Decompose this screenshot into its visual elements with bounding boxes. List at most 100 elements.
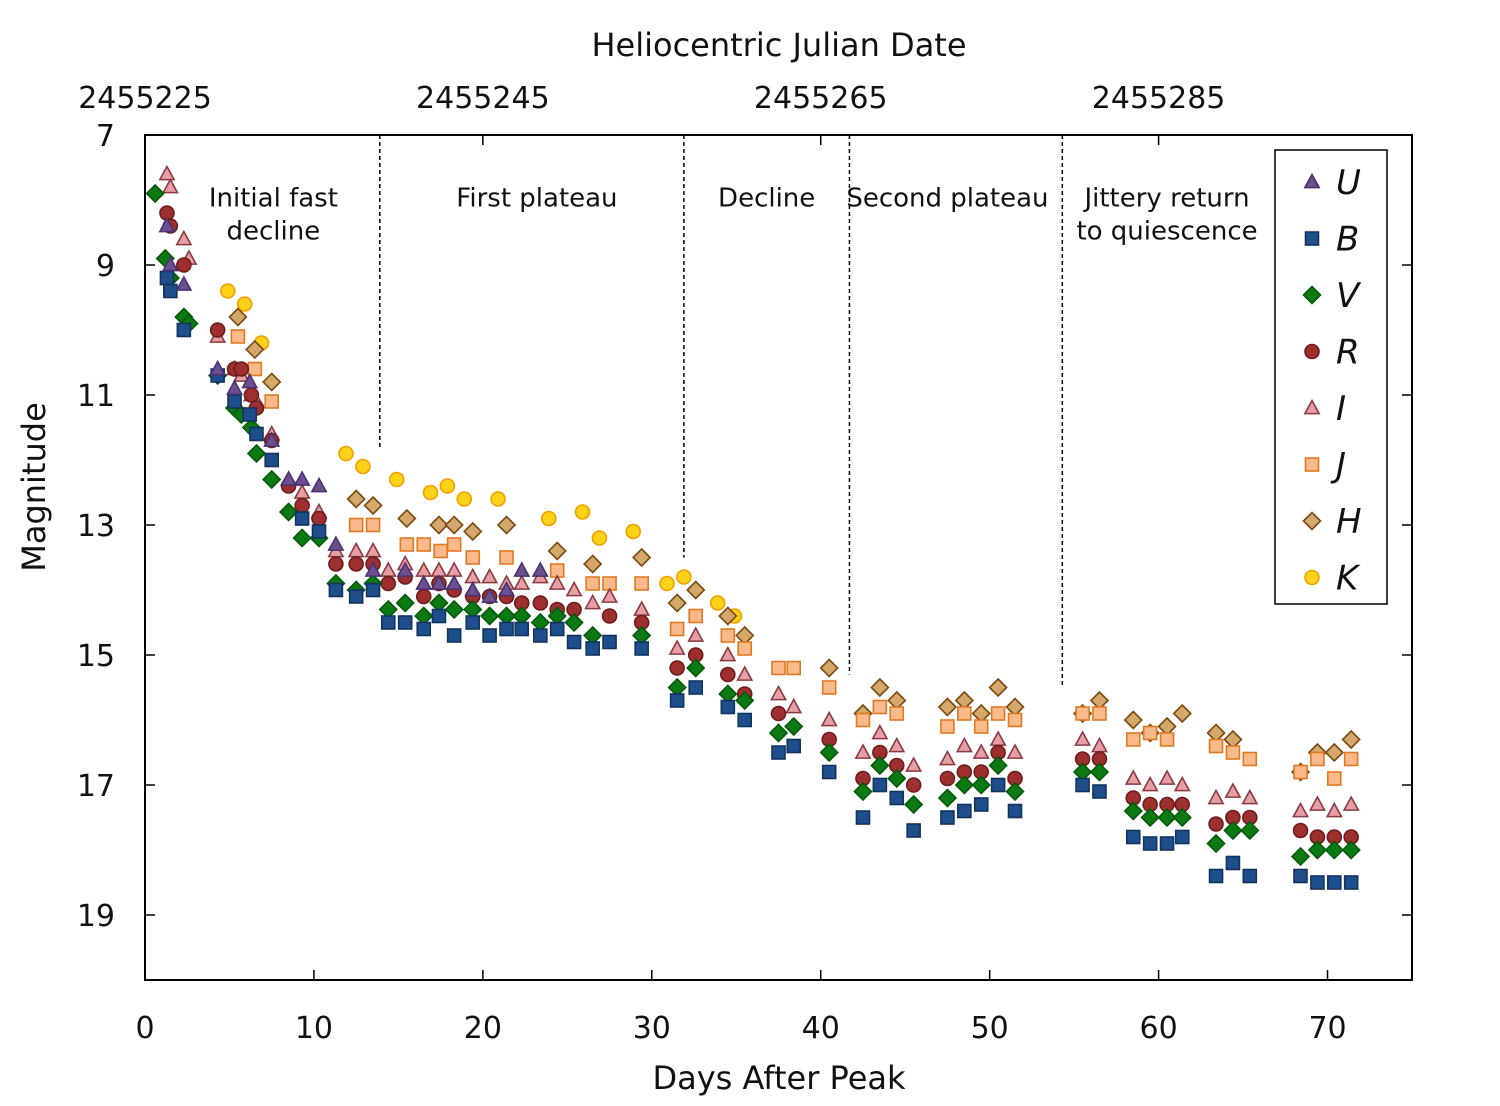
data-point-I (445, 561, 463, 577)
data-point-V (904, 794, 924, 815)
data-point-I (1292, 801, 1309, 818)
data-point-I (1207, 788, 1225, 805)
data-point-V (1290, 846, 1311, 867)
data-point-B (348, 589, 364, 604)
data-point-I (736, 665, 754, 681)
data-point-I (888, 736, 906, 753)
data-point-R (669, 660, 685, 676)
legend-marker-R (1304, 343, 1320, 360)
data-point-R (1292, 822, 1309, 839)
phase-label: decline (227, 217, 321, 247)
x-tick-label: 10 (295, 1011, 333, 1046)
data-point-K (709, 595, 726, 611)
data-point-R (209, 322, 226, 338)
data-point-J (737, 641, 753, 656)
data-point-H (429, 515, 449, 535)
data-point-B (634, 641, 649, 656)
data-point-U (445, 574, 463, 590)
data-point-K (676, 569, 692, 585)
data-point-V (1005, 781, 1025, 802)
data-point-V (870, 755, 890, 776)
data-point-K (422, 484, 439, 501)
data-point-J (446, 537, 462, 552)
data-point-B (585, 641, 600, 656)
data-point-J (872, 699, 888, 715)
data-point-H (1123, 710, 1143, 730)
phase-label: Jittery return (1082, 184, 1249, 214)
data-point-H (463, 521, 483, 542)
data-point-I (430, 561, 448, 577)
data-point-U (209, 359, 227, 376)
data-point-I (1173, 775, 1191, 792)
data-point-H (228, 307, 248, 327)
data-point-U (263, 431, 281, 447)
data-point-I (633, 600, 651, 616)
data-point-K (456, 491, 473, 507)
top-tick-label: 2455265 (754, 81, 888, 116)
data-point-H (397, 508, 417, 529)
series-B (159, 270, 1359, 890)
x-tick-label: 0 (135, 1011, 154, 1046)
data-point-I (175, 229, 193, 246)
data-point-J (433, 543, 448, 559)
data-point-B (416, 621, 432, 637)
data-point-H (632, 547, 652, 568)
data-point-V (262, 469, 282, 490)
data-point-J (1242, 751, 1258, 767)
data-point-V (1172, 807, 1192, 828)
y-tick-label: 17 (77, 769, 115, 804)
data-point-I (1241, 788, 1259, 805)
data-point-I (1308, 795, 1326, 811)
data-point-J (771, 660, 786, 676)
data-point-V (784, 716, 804, 737)
data-point-U (498, 580, 515, 597)
data-point-H (346, 489, 366, 509)
data-point-V (145, 183, 165, 204)
data-point-V (988, 755, 1008, 776)
data-point-B (957, 803, 972, 819)
x-tick-label: 30 (633, 1011, 671, 1046)
data-point-R (348, 556, 364, 572)
data-point-H (245, 339, 265, 360)
top-tick-label: 2455225 (78, 81, 212, 116)
top-axis-ticks: 2455225 2455245 2455265 2455285 (78, 81, 1225, 145)
data-point-K (574, 504, 591, 520)
series-J (230, 329, 1359, 786)
data-point-U (241, 372, 259, 389)
data-point-R (176, 257, 192, 273)
data-point-B (1293, 868, 1308, 884)
data-point-J (1225, 745, 1241, 760)
data-point-K (540, 510, 557, 527)
x-axis-ticks: 0 10 20 30 40 50 60 70 (135, 970, 1347, 1046)
data-point-J (585, 576, 600, 591)
data-point-B (1075, 777, 1090, 793)
data-point-B (242, 407, 258, 422)
data-point-B (249, 426, 264, 442)
data-point-B (1142, 836, 1158, 851)
data-point-I (161, 177, 179, 194)
data-point-B (1343, 875, 1359, 890)
data-point-V (444, 599, 464, 620)
data-point-H (583, 554, 603, 574)
data-point-J (1310, 751, 1325, 767)
data-point-H (667, 593, 687, 613)
data-point-R (243, 387, 260, 403)
x-tick-label: 50 (971, 1011, 1009, 1046)
data-point-I (972, 743, 990, 759)
y-tick-label: 11 (77, 379, 115, 414)
data-point-V (735, 690, 755, 711)
data-point-B (159, 270, 175, 286)
data-point-B (602, 634, 617, 650)
data-point-H (1172, 703, 1192, 724)
data-point-H (363, 495, 383, 516)
data-point-R (601, 608, 618, 624)
data-point-V (1223, 820, 1243, 841)
legend-marker-B (1304, 231, 1320, 246)
data-point-V (1123, 801, 1143, 821)
data-point-I (293, 483, 311, 499)
phase-boundaries (379, 135, 1064, 688)
legend-label-K: K (1336, 559, 1361, 599)
data-point-J (634, 576, 649, 591)
data-point-I (601, 587, 619, 603)
data-point-K (591, 530, 608, 546)
